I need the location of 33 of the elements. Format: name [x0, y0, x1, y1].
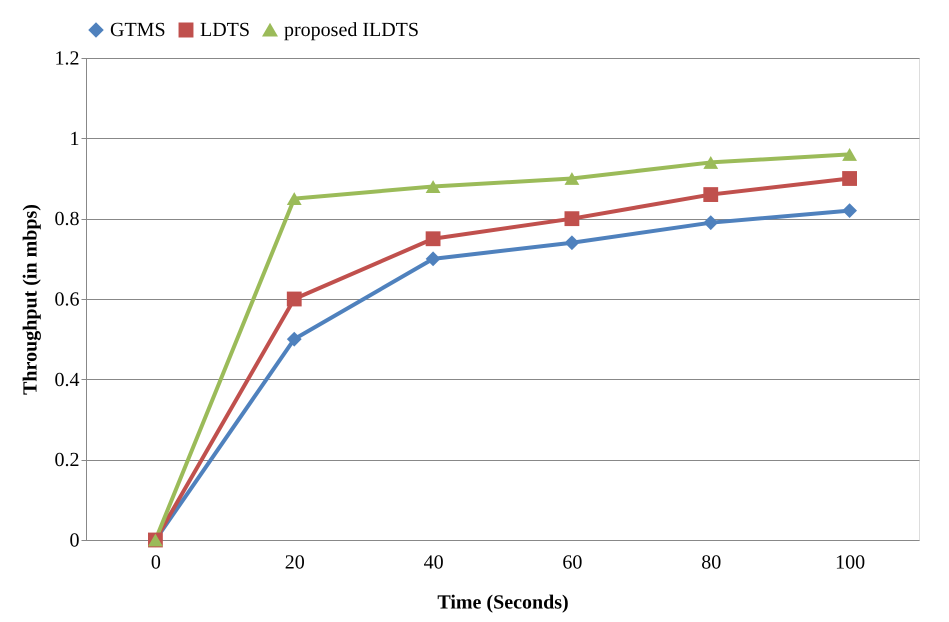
- y-tick-label: 1: [70, 128, 80, 150]
- x-tick-label: 100: [835, 552, 866, 574]
- point: [286, 292, 302, 306]
- y-tick-label: 0: [70, 530, 80, 552]
- point: [564, 172, 580, 185]
- y-axis-title: Throughput (in mbps): [20, 204, 42, 395]
- point: [286, 192, 302, 206]
- point: [426, 251, 440, 266]
- x-tick-label: 60: [562, 552, 582, 574]
- legend-label: proposed ILDTS: [284, 19, 419, 41]
- y-tick-label: 0.8: [54, 208, 80, 230]
- x-axis-title: Time (Seconds): [437, 592, 569, 614]
- y-tick-label: 0.2: [54, 449, 80, 472]
- point: [842, 148, 857, 161]
- y-tick-label: 0.6: [54, 288, 80, 310]
- x-tick-label: 0: [150, 552, 161, 574]
- point: [703, 215, 718, 230]
- x-tick-label: 80: [701, 552, 722, 574]
- x-tick-label: 40: [424, 552, 444, 574]
- x-tick-label: 20: [284, 552, 305, 574]
- point: [426, 231, 440, 246]
- point: [426, 180, 440, 193]
- point: [564, 235, 580, 250]
- point: [842, 171, 857, 186]
- point: [286, 332, 302, 347]
- point: [703, 187, 718, 202]
- legend-label: LDTS: [200, 19, 250, 41]
- legend-label: GTMS: [110, 19, 166, 41]
- y-tick-label: 1.2: [54, 48, 80, 70]
- point: [564, 211, 580, 226]
- point: [842, 203, 857, 218]
- y-tick-label: 0.4: [54, 368, 80, 391]
- point: [703, 156, 718, 169]
